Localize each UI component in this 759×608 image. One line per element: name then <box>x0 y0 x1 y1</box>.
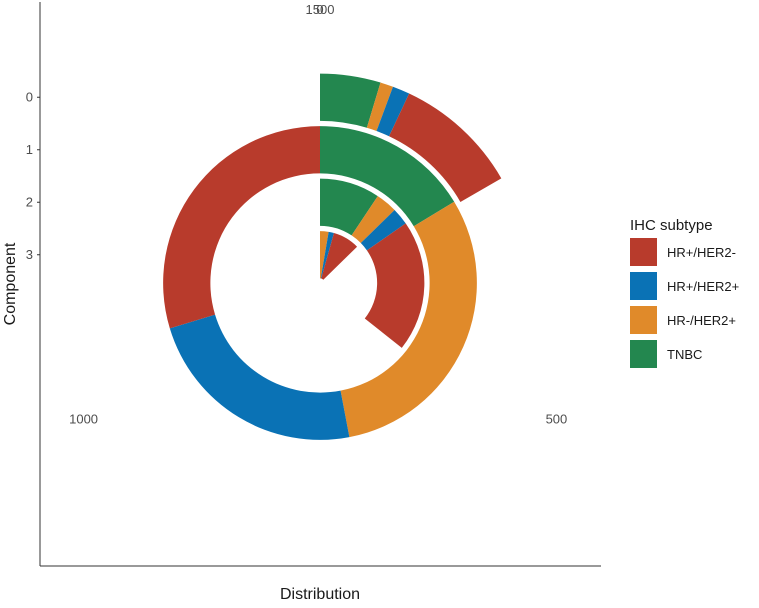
arc-segment <box>360 209 406 251</box>
y-tick-labels: 0 1 2 3 <box>26 89 40 262</box>
theta-tick-labels: 0 500 1000 1500 <box>69 2 567 427</box>
y-axis-title: Component <box>2 242 19 325</box>
arc-segment <box>366 82 393 132</box>
arc-segment <box>389 93 502 202</box>
arc-segment <box>163 126 320 329</box>
theta-tick-label: 1500 <box>306 2 335 17</box>
y-tick-label: 3 <box>26 247 33 262</box>
theta-tick-label: 0 <box>316 2 323 17</box>
theta-tick-label: 1000 <box>69 412 98 427</box>
legend-label: HR-/HER2+ <box>667 313 736 328</box>
arc-segment <box>320 126 455 227</box>
y-tick-label: 0 <box>26 89 33 104</box>
legend-swatch <box>630 306 657 334</box>
chart-arcs <box>163 73 502 440</box>
legend-swatch <box>630 272 657 300</box>
legend-label: TNBC <box>667 347 702 362</box>
x-axis-title: Distribution <box>280 586 360 603</box>
legend-label: HR+/HER2- <box>667 245 736 260</box>
legend-swatch <box>630 238 657 266</box>
arc-segment <box>320 231 329 279</box>
arc-segment <box>340 201 477 438</box>
arc-segment <box>321 233 358 280</box>
arc-segment <box>169 314 350 440</box>
arc-segment <box>320 231 334 279</box>
arc-segment <box>376 86 410 137</box>
arc-segment <box>320 178 378 236</box>
y-tick-label: 1 <box>26 142 33 157</box>
theta-tick-label: 500 <box>546 412 568 427</box>
arc-segment <box>364 223 425 348</box>
y-tick-label: 2 <box>26 194 33 209</box>
legend: IHC subtype HR+/HER2- HR+/HER2+ HR-/HER2+ T… <box>630 217 739 368</box>
legend-swatch <box>630 340 657 368</box>
legend-label: HR+/HER2+ <box>667 279 739 294</box>
arc-segment <box>351 196 395 244</box>
legend-title: IHC subtype <box>630 217 713 234</box>
arc-segment <box>320 73 381 128</box>
